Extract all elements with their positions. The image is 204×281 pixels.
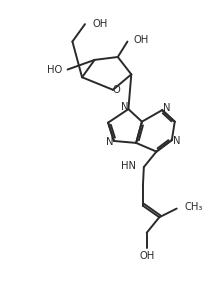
Text: O: O <box>112 85 120 95</box>
Text: HN: HN <box>121 161 135 171</box>
Text: HO: HO <box>46 65 61 74</box>
Text: OH: OH <box>92 19 108 29</box>
Text: N: N <box>162 103 170 113</box>
Text: N: N <box>172 136 180 146</box>
Text: CH₃: CH₃ <box>184 202 202 212</box>
Text: OH: OH <box>133 35 148 45</box>
Text: OH: OH <box>139 251 154 261</box>
Text: N: N <box>120 102 128 112</box>
Text: N: N <box>106 137 113 147</box>
